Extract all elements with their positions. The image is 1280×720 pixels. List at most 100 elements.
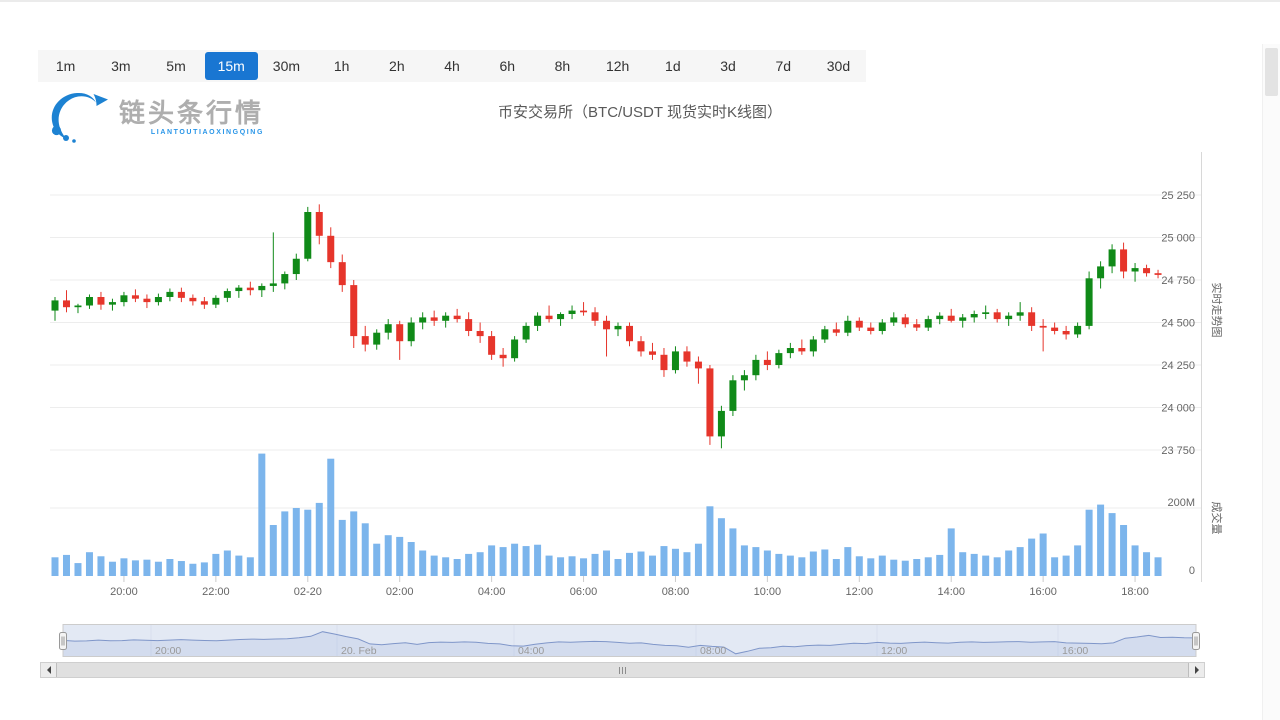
navigator-right-handle[interactable] xyxy=(1192,632,1200,650)
navigator-line xyxy=(62,631,1197,655)
timeframe-1d[interactable]: 1d xyxy=(646,52,699,80)
candle-body xyxy=(982,312,990,314)
candle-body xyxy=(936,315,944,320)
timeframe-5m[interactable]: 5m xyxy=(149,52,202,80)
volume-axis-labels: 200M 0 xyxy=(1167,497,1195,577)
candle-body xyxy=(1085,278,1093,326)
candle-body xyxy=(947,315,955,321)
candle-body xyxy=(614,325,622,330)
volume-bar xyxy=(384,535,392,576)
page-scrollbar-thumb[interactable] xyxy=(1265,48,1278,96)
timeframe-2h[interactable]: 2h xyxy=(370,52,423,80)
volume-bar xyxy=(246,557,254,576)
volume-bar xyxy=(913,559,921,576)
volume-bar xyxy=(901,560,909,576)
volume-bar xyxy=(361,523,369,576)
timeframe-1m[interactable]: 1m xyxy=(39,52,92,80)
timeframe-12h[interactable]: 12h xyxy=(591,52,644,80)
timeframe-8h[interactable]: 8h xyxy=(536,52,589,80)
candle-body xyxy=(407,322,415,342)
candle-body xyxy=(1143,268,1151,274)
candle-body xyxy=(568,310,576,314)
navigator[interactable]: 20:00 20. Feb 04:00 08:00 12:00 16:00 xyxy=(40,624,1205,662)
page-top-divider xyxy=(0,0,1280,2)
candle-body xyxy=(499,354,507,359)
candle-body xyxy=(890,317,898,323)
timeframe-7d[interactable]: 7d xyxy=(757,52,810,80)
x-tick-label: 10:00 xyxy=(754,586,782,598)
candle-body xyxy=(235,287,243,292)
volume-bar xyxy=(51,557,59,576)
candle-body xyxy=(258,285,266,291)
page-scrollbar[interactable] xyxy=(1262,44,1280,720)
volume-bar xyxy=(626,552,633,576)
volume-bar xyxy=(557,557,565,576)
volume-bar xyxy=(373,543,381,576)
candle-body xyxy=(1108,249,1116,267)
kline-chart-plot[interactable]: 25 250 25 000 24 750 24 500 24 250 24 000 23 7… xyxy=(40,150,1240,620)
candle-body xyxy=(85,297,93,306)
volume-bar xyxy=(694,543,702,576)
scrollbar-grip-icon xyxy=(619,666,626,674)
candle-body xyxy=(419,317,427,323)
volume-bar xyxy=(476,552,484,576)
volume-bar xyxy=(671,548,679,576)
volume-bar xyxy=(85,552,93,576)
volume-bar xyxy=(522,546,530,576)
timeframe-3d[interactable]: 3d xyxy=(701,52,754,80)
scroll-right-button[interactable] xyxy=(1189,663,1204,677)
volume-bar xyxy=(338,519,346,576)
price-tick-label: 24 000 xyxy=(1161,403,1195,415)
timeframe-30d[interactable]: 30d xyxy=(812,52,865,80)
volume-bar xyxy=(292,508,300,576)
candle-body xyxy=(545,315,553,320)
volume-bar xyxy=(890,559,898,576)
candle-body xyxy=(97,297,105,305)
chart-scrollbar[interactable] xyxy=(40,662,1205,678)
scroll-left-button[interactable] xyxy=(41,663,56,677)
volume-bar xyxy=(809,551,817,576)
volume-bar xyxy=(936,554,944,576)
volume-bar xyxy=(729,528,737,576)
volume-pane-title: 成交量 xyxy=(1210,502,1224,535)
candle-body xyxy=(488,336,496,355)
volume-bar xyxy=(970,553,978,576)
candle-body xyxy=(913,324,921,328)
scrollbar-thumb[interactable] xyxy=(56,663,1189,677)
volume-bar xyxy=(304,509,312,576)
navigator-tick-label: 16:00 xyxy=(1062,645,1088,657)
timeframe-1h[interactable]: 1h xyxy=(315,52,368,80)
volume-bar xyxy=(786,555,794,576)
volume-bar xyxy=(62,554,70,576)
x-tick-label: 02-20 xyxy=(294,586,322,598)
candle-body xyxy=(1097,266,1105,279)
timeframe-15m[interactable]: 15m xyxy=(204,52,258,80)
navigator-tick-label: 12:00 xyxy=(881,645,907,657)
volume-bar xyxy=(821,549,829,576)
volume-bar xyxy=(591,553,599,576)
volume-bar xyxy=(855,556,863,576)
timeframe-3m[interactable]: 3m xyxy=(94,52,147,80)
candle-body xyxy=(143,298,151,303)
timeframe-6h[interactable]: 6h xyxy=(481,52,534,80)
x-tick-label: 14:00 xyxy=(937,586,965,598)
site-logo: 链头条行情 LIANTOUTIAOXINGQING xyxy=(46,90,264,144)
candle-body xyxy=(166,291,174,297)
candle-body xyxy=(1074,325,1082,335)
volume-bar xyxy=(350,511,358,576)
timeframe-30m[interactable]: 30m xyxy=(260,52,313,80)
candle-body xyxy=(855,320,863,328)
price-tick-label: 24 750 xyxy=(1161,275,1195,287)
navigator-left-handle[interactable] xyxy=(59,632,67,650)
candle-body xyxy=(648,351,656,355)
volume-bar xyxy=(419,550,427,576)
candle-body xyxy=(212,297,220,305)
volume-bar xyxy=(200,562,208,576)
navigator-gridlines xyxy=(150,624,1059,657)
candle-body xyxy=(338,262,346,286)
candle-body xyxy=(281,274,289,284)
candle-body xyxy=(384,324,392,333)
timeframe-4h[interactable]: 4h xyxy=(425,52,478,80)
candle-body xyxy=(154,297,162,303)
candle-body xyxy=(131,295,139,299)
